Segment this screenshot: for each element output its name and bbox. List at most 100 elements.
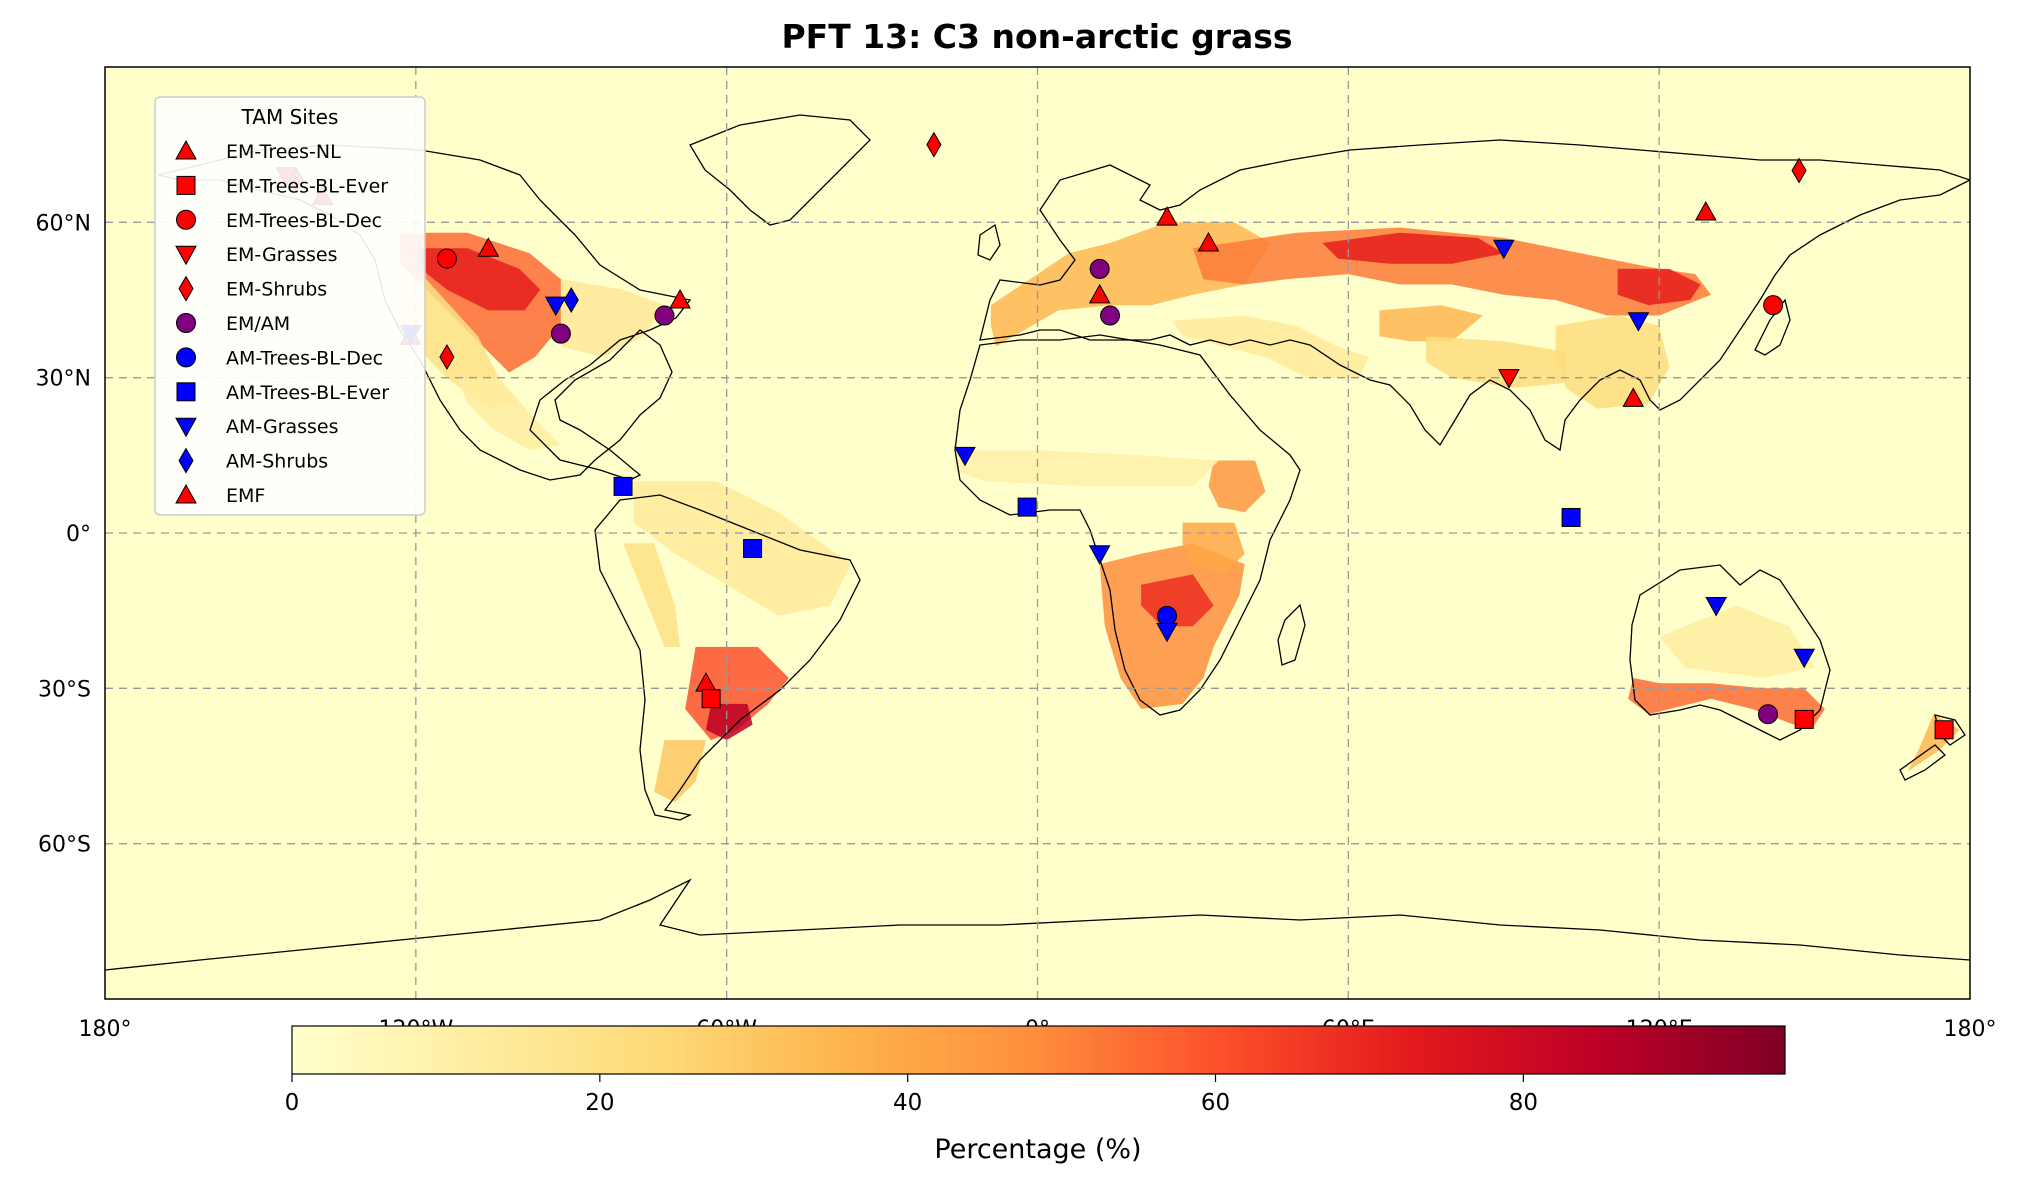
legend: TAM Sites EM-Trees-NLEM-Trees-BL-EverEM-… — [154, 96, 426, 516]
grass-region-eurasian-steppe-core — [1322, 232, 1504, 264]
site-marker-diamond — [1791, 157, 1807, 184]
legend-marker-square — [176, 175, 196, 195]
legend-label: EM-Trees-BL-Dec — [226, 210, 382, 232]
grass-region-middle-east — [1172, 315, 1370, 378]
colorbar-tick-label: 20 — [585, 1090, 614, 1116]
legend-marker-circle — [176, 313, 196, 333]
legend-label: AM-Trees-BL-Ever — [226, 382, 389, 404]
legend-entry: EM-Trees-BL-Ever — [176, 175, 388, 197]
lat-tick-label: 60°S — [38, 833, 91, 858]
legend-entries: EM-Trees-NL EM-Trees-BL-Ever EM-Trees-BL-D… — [175, 139, 389, 507]
legend-label: EMF — [226, 485, 265, 507]
legend-entry: EM-Shrubs — [178, 275, 327, 302]
site-marker-circle — [436, 248, 457, 269]
map-panel — [104, 66, 1971, 1000]
grass-region-sahel — [954, 450, 1219, 487]
lon-tick-label: 180° — [79, 1017, 132, 1042]
legend-entry: AM-Trees-BL-Dec — [176, 347, 383, 369]
lat-tick-label: 30°S — [38, 677, 91, 702]
legend-title: TAM Sites — [241, 105, 339, 129]
grass-region-ethiopia — [1208, 460, 1266, 513]
site-marker-triangle-up — [1156, 206, 1178, 226]
grass-region-western-north-america — [395, 279, 520, 409]
grass-region-east-africa — [1182, 522, 1245, 575]
lon-tick-label: 180° — [1944, 1017, 1997, 1042]
coastline-greenland — [689, 114, 871, 226]
site-marker-triangle-down — [1627, 312, 1650, 332]
site-marker-triangle-up — [1622, 387, 1645, 407]
colorbar-tick-label: 60 — [1201, 1090, 1230, 1116]
legend-label: EM-Trees-NL — [226, 141, 341, 163]
site-marker-triangle-up — [1088, 283, 1111, 304]
site-marker-diamond — [563, 287, 579, 313]
legend-marker-triangle-up — [175, 139, 197, 160]
site-marker-triangle-up — [1197, 232, 1220, 252]
legend-label: AM-Trees-BL-Dec — [226, 347, 383, 369]
legend-label: EM-Shrubs — [226, 279, 327, 301]
site-marker-circle — [654, 305, 675, 326]
legend-label: EM-Grasses — [226, 244, 338, 266]
legend-marker-diamond — [178, 275, 194, 302]
legend-marker-diamond — [178, 447, 194, 474]
site-marker-triangle-down — [1492, 239, 1515, 260]
grass-region-pampas-core — [705, 703, 753, 741]
grass-region-australia-interior — [1659, 605, 1815, 678]
site-marker-triangle-down — [544, 296, 567, 317]
site-marker-circle — [1089, 258, 1110, 279]
legend-label: AM-Grasses — [226, 416, 339, 438]
latitude-tick-labels: 60°N 30°N 0° 30°S 60°S — [36, 211, 91, 857]
coastline-madagascar — [1277, 603, 1306, 666]
legend-marker-triangle-down — [175, 417, 197, 438]
colorbar-tick-label: 80 — [1509, 1090, 1538, 1116]
colorbar-ticks: 0 20 40 60 80 — [285, 1074, 1538, 1116]
lat-tick-label: 0° — [66, 522, 91, 547]
site-marker-square — [701, 689, 721, 709]
legend-entry: EM-Trees-NL — [175, 139, 341, 163]
legend-label: EM/AM — [226, 313, 290, 335]
legend-label: EM-Trees-BL-Ever — [226, 175, 388, 197]
legend-box — [154, 96, 426, 516]
site-marker-diamond — [926, 131, 942, 158]
site-marker-circle — [1157, 605, 1178, 626]
site-marker-triangle-down — [1705, 596, 1728, 617]
coastline-japan — [1754, 298, 1791, 356]
legend-entry: EMF — [175, 483, 265, 507]
site-marker-square — [1561, 507, 1581, 527]
site-marker-square — [1934, 720, 1954, 740]
legend-marker-triangle-down — [175, 245, 197, 266]
site-marker-square — [613, 476, 633, 496]
coastline-eurasia — [979, 139, 1970, 452]
colorbar-gradient — [291, 1025, 1786, 1075]
legend-marker-circle — [176, 209, 196, 230]
site-marker-triangle-down — [1088, 545, 1111, 565]
grass-region-eastern-north-america — [560, 279, 665, 357]
legend-marker-circle — [176, 347, 196, 368]
colorbar: 0 20 40 60 80 Percentage (%) — [285, 1025, 1786, 1165]
legend-label: AM-Shrubs — [226, 451, 328, 473]
site-marker-circle — [1100, 305, 1121, 326]
coastline-british-isles — [977, 223, 1001, 261]
grass-region-south-america-north — [633, 481, 851, 616]
grass-region-tibet — [1426, 336, 1566, 388]
site-marker-circle — [1757, 704, 1778, 725]
legend-entry: EM-Grasses — [175, 244, 338, 266]
site-marker-triangle-up — [1694, 200, 1717, 221]
site-marker-triangle-up — [669, 288, 691, 309]
coastline-south-america — [594, 494, 861, 821]
colorbar-tick-label: 0 — [285, 1090, 300, 1116]
colorbar-label: Percentage (%) — [934, 1134, 1141, 1165]
grass-region-eurasian-steppe — [1192, 227, 1711, 316]
grass-region-china — [1555, 315, 1670, 409]
legend-entry: AM-Trees-BL-Ever — [176, 382, 389, 404]
lat-tick-label: 60°N — [36, 211, 91, 236]
site-marker-square — [743, 539, 763, 559]
site-marker-triangle-up — [477, 237, 500, 257]
legend-marker-triangle-up — [175, 483, 197, 504]
grass-region-patagonia — [654, 740, 706, 803]
coastline-australia — [1629, 564, 1831, 741]
map-title: PFT 13: C3 non-arctic grass — [781, 17, 1292, 56]
grass-region-central-asia-mountains — [1379, 305, 1483, 342]
grass-region-mexico — [457, 377, 561, 451]
coastline-new-zealand-south — [1899, 744, 1946, 781]
